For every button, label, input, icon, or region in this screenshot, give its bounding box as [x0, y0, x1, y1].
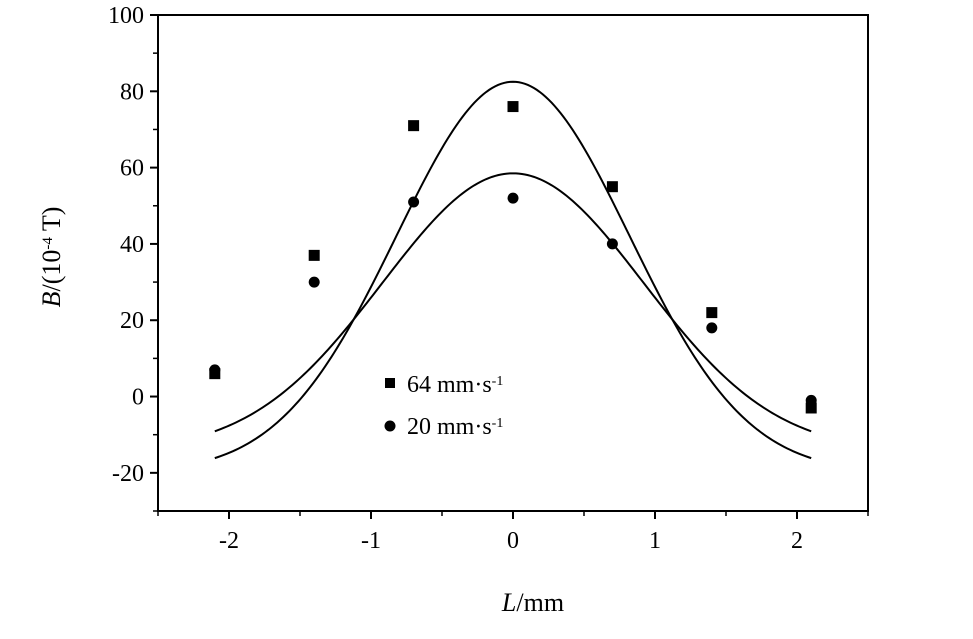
data-point-circle: [805, 394, 817, 406]
legend-marker-circle: [384, 420, 396, 432]
data-point-circle: [706, 322, 718, 334]
data-points: [209, 101, 817, 414]
plot-frame: [157, 14, 869, 512]
y-tick-label: 0: [132, 385, 144, 411]
legend-label-64: 64 mm·s-1: [407, 372, 503, 398]
x-tick-label: 0: [507, 528, 519, 554]
y-tick-label: 40: [120, 232, 144, 258]
data-point-circle: [507, 192, 519, 204]
data-point-square: [606, 181, 618, 193]
plot-border: [157, 14, 869, 512]
data-point-square: [408, 120, 420, 132]
data-point-square: [706, 307, 718, 319]
x-tick-label: 2: [791, 528, 803, 554]
y-tick-label: -20: [112, 461, 144, 487]
data-point-circle: [606, 238, 618, 250]
y-tick-label: 100: [108, 3, 144, 29]
legend: 64 mm·s-1 20 mm·s-1: [384, 372, 503, 440]
y-axis-title: B/(10-4 T): [37, 207, 66, 308]
axis-ticks: -2 -1 0 1 2 -20 0 20 40 60 80 100: [108, 3, 869, 554]
y-tick-label: 20: [120, 308, 144, 334]
legend-marker-square: [385, 378, 395, 388]
fit-curve-series-1: [214, 80, 812, 460]
data-point-square: [507, 101, 519, 113]
x-axis-title: L/mm: [501, 588, 564, 617]
x-tick-label: -1: [361, 528, 381, 554]
data-point-circle: [308, 276, 320, 288]
data-point-square: [805, 402, 817, 414]
fit-curves: [214, 80, 812, 460]
legend-label-20: 20 mm·s-1: [407, 414, 503, 440]
x-tick-label: 1: [649, 528, 661, 554]
data-point-square: [308, 249, 320, 261]
x-tick-label: -2: [219, 528, 239, 554]
y-tick-label: 80: [120, 79, 144, 105]
data-point-circle: [209, 364, 221, 376]
y-tick-label: 60: [120, 156, 144, 182]
fit-curve-series-2: [214, 172, 812, 433]
data-point-circle: [408, 196, 420, 208]
